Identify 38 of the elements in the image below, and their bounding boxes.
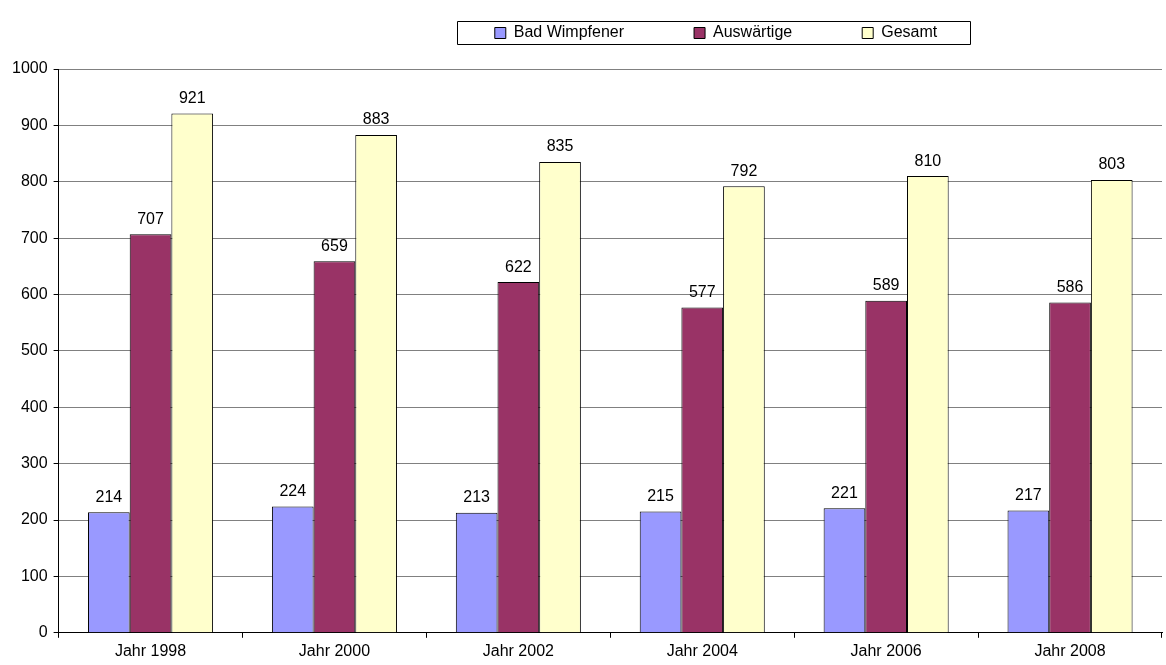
y-tick-label: 200: [20, 510, 48, 528]
y-tick-label: 500: [20, 341, 48, 359]
legend-label: Bad Wimpfener: [513, 23, 625, 41]
y-tick-label: 700: [20, 228, 48, 246]
data-label: 803: [1098, 155, 1126, 173]
data-label: 213: [463, 488, 491, 506]
y-tick-label: 300: [20, 454, 48, 472]
y-tick-label: 600: [20, 284, 48, 302]
x-tick-label: Jahr 2008: [1034, 641, 1106, 659]
data-label: 622: [504, 257, 532, 275]
x-tick-label: Jahr 2004: [666, 641, 738, 659]
data-label: 589: [872, 276, 900, 294]
x-tick-label: Jahr 1998: [114, 641, 187, 659]
data-label: 224: [279, 481, 307, 499]
data-label: 217: [1015, 485, 1042, 503]
x-tick-label: Jahr 2002: [482, 641, 555, 659]
data-label: 586: [1056, 277, 1084, 295]
legend-label: Gesamt: [881, 23, 938, 41]
y-tick-label: 900: [20, 115, 48, 133]
y-tick-label: 100: [20, 566, 48, 584]
y-tick-label: 400: [20, 397, 48, 415]
data-label: 835: [546, 137, 574, 155]
data-label: 221: [831, 483, 858, 501]
data-label: 707: [137, 209, 164, 227]
data-label: 792: [730, 161, 758, 179]
legend-label: Auswärtige: [713, 23, 793, 41]
data-label: 659: [321, 236, 348, 254]
x-tick-label: Jahr 2006: [850, 641, 922, 659]
data-label: 214: [95, 487, 123, 505]
data-label: 883: [362, 110, 390, 128]
x-tick-label: Jahr 2000: [298, 641, 371, 659]
data-label: 921: [178, 88, 206, 106]
data-label: 577: [688, 282, 716, 300]
data-label: 215: [647, 486, 675, 504]
y-tick-label: 0: [38, 623, 48, 641]
y-tick-label: 800: [20, 172, 48, 190]
y-tick-label: 1000: [12, 59, 48, 77]
data-label: 810: [914, 151, 942, 169]
